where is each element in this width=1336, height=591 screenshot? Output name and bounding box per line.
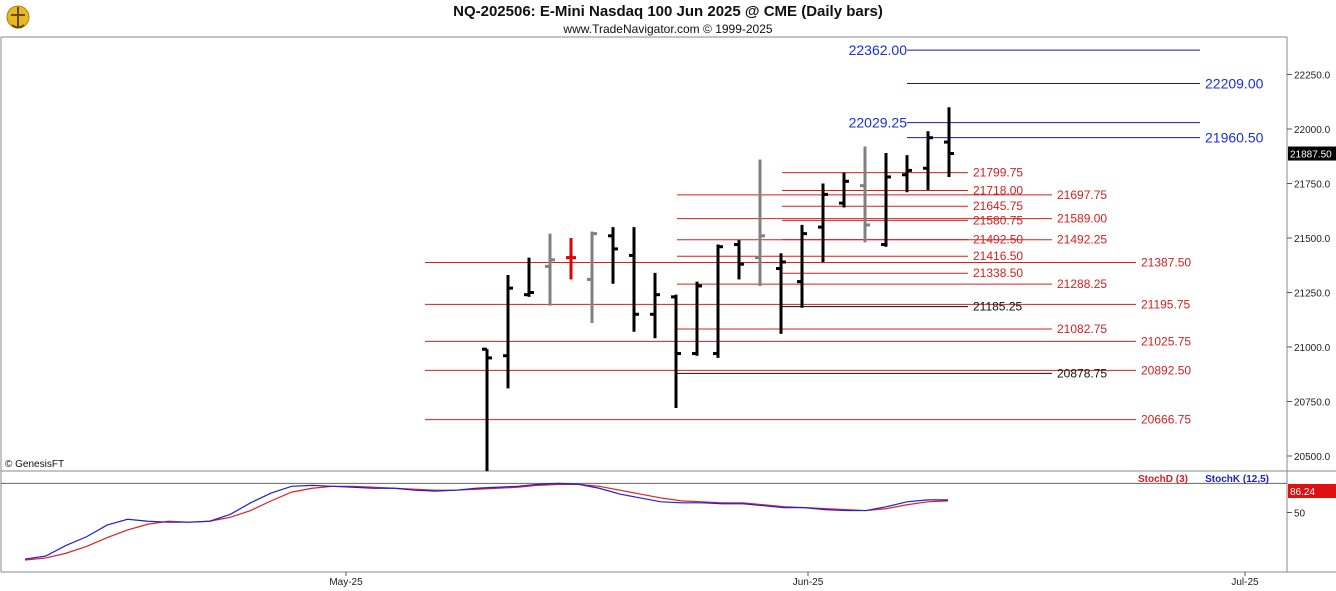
ohlc-bar: [650, 272, 660, 339]
level-label: 21645.75: [973, 199, 1023, 213]
ohlc-bar: [545, 233, 555, 306]
level-label: 21718.00: [973, 183, 1023, 197]
level-label: 21416.50: [973, 249, 1023, 263]
y-tick-label: 20750.0: [1294, 398, 1331, 409]
copyright-label: © GenesisFT: [5, 459, 64, 470]
chart-title: NQ-202506: E-Mini Nasdaq 100 Jun 2025 @ …: [453, 3, 883, 20]
level-label: 21185.25: [973, 300, 1022, 314]
level-label: 21387.50: [1141, 256, 1191, 270]
y-tick-label: 20500.0: [1294, 452, 1331, 463]
ohlc-bar: [524, 257, 534, 297]
level-label: 21799.75: [973, 166, 1023, 180]
level-label: 21025.75: [1141, 334, 1191, 348]
level-label: 21580.75: [973, 213, 1023, 227]
level-label: 20878.75: [1057, 366, 1107, 380]
stoch-tick-label: 50: [1294, 509, 1306, 520]
last-price-label: 21887.50: [1290, 150, 1332, 161]
ohlc-bar: [566, 238, 576, 280]
ohlc-bar: [503, 275, 513, 389]
level-label: 21288.25: [1057, 277, 1107, 291]
x-tick-label: May-25: [329, 577, 363, 588]
stochK-legend-label: StochK (12,5): [1205, 474, 1269, 485]
x-tick-label: Jun-25: [793, 577, 824, 588]
y-tick-label: 22000.0: [1294, 125, 1331, 136]
blue-level-label: 22029.25: [849, 115, 908, 131]
level-label: 21082.75: [1057, 322, 1107, 336]
level-label: 21338.50: [973, 266, 1023, 280]
chart-subtitle: www.TradeNavigator.com © 1999-2025: [563, 22, 773, 36]
y-tick-label: 21500.0: [1294, 234, 1331, 245]
level-label: 20666.75: [1141, 413, 1191, 427]
ohlc-bar: [629, 227, 639, 332]
level-label: 20892.50: [1141, 363, 1191, 377]
ohlc-bar: [797, 224, 807, 308]
last-price-badge: [1288, 146, 1336, 161]
stochK-line: [24, 482, 948, 560]
ohlc-bar: [671, 294, 681, 409]
ohlc-bar: [755, 159, 765, 286]
level-label: 21697.75: [1057, 188, 1107, 202]
stoch-last-value-badge: [1288, 484, 1336, 498]
ohlc-bar: [734, 240, 744, 280]
level-label: 21195.75: [1141, 297, 1190, 311]
ohlc-bar: [482, 347, 492, 472]
trade-navigator-logo-icon: [3, 3, 33, 33]
ohlc-bar: [587, 231, 597, 324]
ohlc-bar: [923, 131, 933, 191]
ohlc-bar: [818, 183, 828, 262]
stoch-last-value: 86.24: [1290, 487, 1315, 498]
y-tick-label: 21000.0: [1294, 343, 1331, 354]
blue-level-label: 22362.00: [849, 42, 908, 58]
ohlc-bar: [776, 253, 786, 334]
ohlc-bar: [608, 227, 618, 284]
y-tick-label: 22250.0: [1294, 71, 1331, 82]
ohlc-bar: [839, 172, 849, 208]
ohlc-bar: [713, 244, 723, 358]
blue-level-label: 21960.50: [1205, 130, 1264, 146]
stochD-legend-label: StochD (3): [1138, 474, 1188, 485]
level-label: 21492.25: [1057, 233, 1107, 247]
x-tick-label: Jul-25: [1231, 577, 1259, 588]
y-tick-label: 21250.0: [1294, 289, 1331, 300]
y-tick-label: 21750.0: [1294, 180, 1331, 191]
level-label: 21589.00: [1057, 212, 1107, 226]
ohlc-bar: [692, 281, 702, 356]
ohlc-bar: [860, 146, 870, 243]
ohlc-bar: [902, 155, 912, 193]
ohlc-bar: [881, 152, 891, 247]
blue-level-label: 22209.00: [1205, 75, 1264, 91]
ohlc-bar: [944, 107, 954, 177]
